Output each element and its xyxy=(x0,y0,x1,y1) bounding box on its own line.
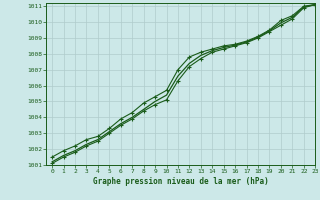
X-axis label: Graphe pression niveau de la mer (hPa): Graphe pression niveau de la mer (hPa) xyxy=(93,177,269,186)
